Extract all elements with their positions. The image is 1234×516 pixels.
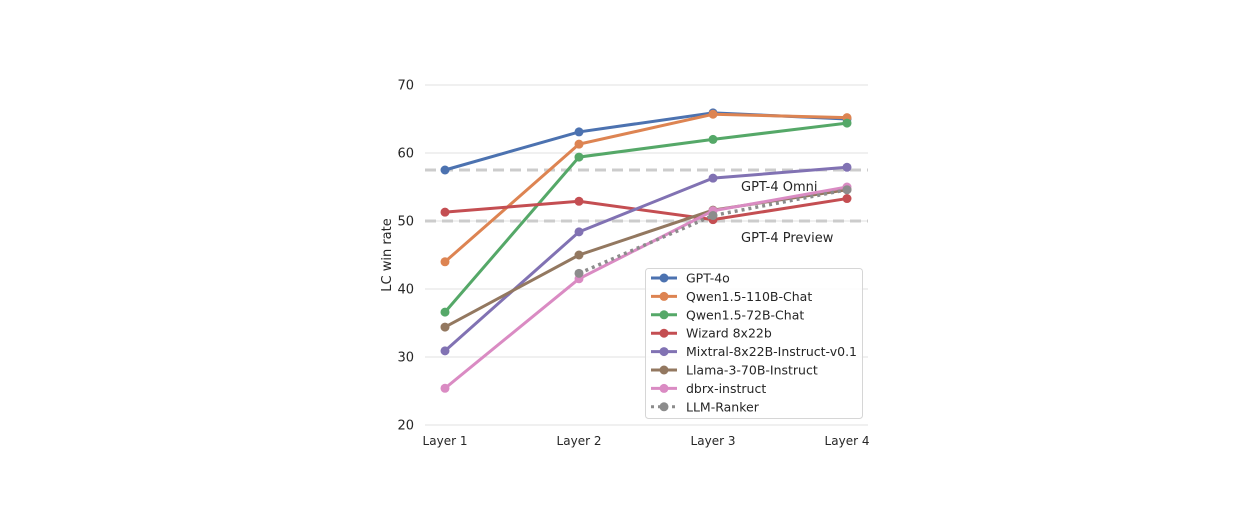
legend-marker bbox=[659, 291, 669, 301]
legend-label: Qwen1.5-110B-Chat bbox=[686, 289, 812, 304]
data-point bbox=[440, 346, 450, 356]
legend-marker bbox=[659, 347, 669, 357]
data-point bbox=[440, 257, 450, 267]
axes: 20 30 40 50 60 70 Layer 1 Layer 2 Layer 3 Layer 4 bbox=[397, 79, 869, 449]
reference-label: GPT-4 Preview bbox=[741, 231, 834, 246]
data-point bbox=[574, 152, 584, 162]
data-point bbox=[574, 127, 584, 137]
y-tick-label: 40 bbox=[397, 283, 414, 298]
legend-marker bbox=[659, 273, 669, 283]
data-point bbox=[440, 307, 450, 317]
y-tick-label: 30 bbox=[397, 351, 414, 366]
reference-lines: GPT-4 Omni GPT-4 Preview bbox=[425, 168, 868, 246]
data-point bbox=[574, 227, 584, 237]
y-tick-label: 60 bbox=[397, 147, 414, 162]
data-point bbox=[842, 162, 852, 172]
legend-label: Llama-3-70B-Instruct bbox=[686, 363, 818, 378]
data-point bbox=[708, 211, 718, 221]
legend-box bbox=[645, 268, 863, 419]
data-point bbox=[574, 196, 584, 206]
data-point bbox=[842, 185, 852, 195]
data-point bbox=[574, 250, 584, 260]
series-line bbox=[444, 197, 848, 222]
legend-label: LLM-Ranker bbox=[686, 399, 760, 414]
legend-label: Mixtral-8x22B-Instruct-v0.1 bbox=[686, 344, 857, 359]
y-tick-label: 50 bbox=[397, 215, 414, 230]
x-tick-label: Layer 3 bbox=[691, 434, 736, 448]
series-line bbox=[444, 111, 848, 172]
reference-label: GPT-4 Omni bbox=[741, 180, 818, 195]
data-point bbox=[842, 118, 852, 128]
legend-label: Wizard 8x22b bbox=[686, 326, 772, 341]
x-tick-label: Layer 4 bbox=[825, 434, 870, 448]
data-point bbox=[574, 268, 584, 278]
data-point bbox=[708, 109, 718, 119]
legend-marker bbox=[659, 365, 669, 375]
data-point bbox=[708, 173, 718, 183]
series-line bbox=[444, 112, 848, 263]
legend-marker bbox=[659, 402, 669, 412]
data-point bbox=[440, 383, 450, 393]
series-line bbox=[443, 121, 848, 314]
data-point bbox=[440, 207, 450, 217]
legend-marker bbox=[659, 383, 669, 393]
data-point bbox=[440, 165, 450, 175]
data-point bbox=[842, 194, 852, 204]
legend-marker bbox=[659, 310, 669, 320]
legend: GPT-4o Qwen1.5-110B-Chat Qwen1.5-72B-Chat W… bbox=[645, 268, 863, 419]
data-point bbox=[708, 134, 718, 144]
data-point bbox=[574, 139, 584, 149]
x-tick-label: Layer 1 bbox=[423, 434, 468, 448]
data-point bbox=[440, 322, 450, 332]
series-lines bbox=[440, 108, 852, 393]
legend-label: GPT-4o bbox=[686, 271, 730, 286]
y-tick-label: 20 bbox=[397, 419, 414, 434]
x-tick-label: Layer 2 bbox=[557, 434, 602, 448]
legend-label: dbrx-instruct bbox=[686, 381, 766, 396]
y-axis-label: LC win rate bbox=[380, 218, 395, 291]
y-tick-label: 70 bbox=[397, 79, 414, 94]
legend-marker bbox=[659, 328, 669, 338]
legend-label: Qwen1.5-72B-Chat bbox=[686, 307, 804, 322]
